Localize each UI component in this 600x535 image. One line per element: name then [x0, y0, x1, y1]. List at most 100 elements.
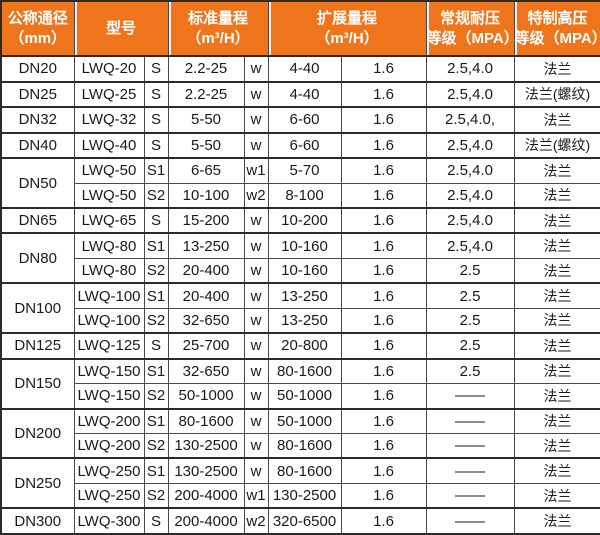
cell-model: LWQ-100 [73, 307, 145, 334]
cell-install: 法兰 [513, 182, 600, 209]
cell-dn: DN80 [0, 232, 75, 284]
cell-install: 法兰 [513, 307, 600, 334]
cell-std-range: 20-400 [167, 282, 245, 309]
cell-install: 法兰 [513, 332, 600, 360]
cell-w-grade: w [243, 55, 269, 83]
table-row: DN150 LWQ-150 S1 32-650 w 80-1600 1.6 2.… [0, 357, 600, 410]
cell-w-grade: w [243, 433, 269, 459]
cell-std-range: 80-1600 [167, 407, 245, 435]
cell-model: LWQ-100 [73, 282, 145, 309]
table-row: DN20 LWQ-20 S 2.2-25 w 4-40 1.6 2.5,4.0 … [0, 55, 600, 83]
cell-s-grade: S2 [143, 307, 169, 334]
cell-install: 法兰 [513, 407, 600, 435]
cell-s-grade: S2 [143, 383, 169, 410]
cell-s-grade: S1 [143, 282, 169, 309]
cell-pressure-regular: 1.6 [340, 80, 427, 108]
cell-ext-range: 320-6500 [267, 507, 342, 535]
cell-s-grade: S [143, 131, 169, 159]
cell-std-range: 50-1000 [167, 383, 245, 410]
table-row: DN32 LWQ-32 S 5-50 w 6-60 1.6 2.5,4.0, 法… [0, 106, 600, 134]
cell-w-grade: w [243, 457, 269, 484]
cell-ext-range: 50-1000 [267, 407, 342, 435]
cell-pressure-regular: 1.6 [340, 257, 427, 284]
cell-std-range: 13-250 [167, 232, 245, 259]
cell-pressure-regular: 1.6 [340, 433, 427, 459]
cell-pressure-high: 2.5 [425, 307, 515, 334]
cell-pressure-high: 2.5,4.0 [425, 80, 515, 108]
cell-install: 法兰 [513, 257, 600, 284]
cell-std-range: 5-50 [167, 131, 245, 159]
cell-s-grade: S2 [143, 482, 169, 509]
col-pressure-high: 特制高压 等级（MPA） [513, 1, 600, 57]
cell-pressure-high: —— [425, 482, 515, 509]
cell-w-grade: w1 [243, 157, 269, 184]
cell-pressure-regular: 1.6 [340, 157, 427, 184]
cell-s-grade: S1 [143, 357, 169, 385]
cell-model: LWQ-200 [73, 433, 145, 459]
cell-ext-range: 13-250 [267, 282, 342, 309]
cell-install: 法兰 [513, 206, 600, 234]
cell-install: 法兰 [513, 55, 600, 83]
cell-ext-range: 8-100 [267, 182, 342, 209]
table-row: DN40 LWQ-40 S 5-50 w 6-60 1.6 2.5,4.0 法兰… [0, 131, 600, 159]
cell-pressure-regular: 1.6 [340, 482, 427, 509]
table-row: LWQ-50 S2 10-100 w2 8-100 1.6 2.5,4.0 法兰 [1, 182, 600, 209]
cell-pressure-regular: 1.6 [340, 383, 427, 410]
cell-model: LWQ-32 [73, 106, 145, 134]
cell-w-grade: w [243, 282, 269, 309]
cell-pressure-high: —— [425, 457, 515, 484]
cell-std-range: 2.2-25 [167, 55, 245, 83]
cell-install: 法兰 [513, 157, 600, 184]
cell-s-grade: S [143, 507, 169, 535]
cell-s-grade: S [143, 206, 169, 234]
cell-dn: DN50 [0, 157, 75, 209]
cell-pressure-high: 2.5,4.0 [425, 55, 515, 83]
cell-ext-range: 20-800 [267, 332, 342, 360]
cell-pressure-high: 2.5 [425, 257, 515, 284]
table-row: DN50 LWQ-50 S1 6-65 w1 5-70 1.6 2.5,4.0 … [0, 157, 600, 209]
cell-std-range: 20-400 [167, 257, 245, 284]
table-row: DN80 LWQ-80 S1 13-250 w 10-160 1.6 2.5,4… [0, 232, 600, 284]
cell-pressure-regular: 1.6 [340, 332, 427, 360]
col-ext-range: 扩展量程 （m³/H） [267, 1, 427, 57]
cell-dn: DN125 [0, 332, 75, 360]
cell-dn: DN20 [0, 55, 75, 83]
cell-install: 法兰(螺纹) [513, 131, 600, 159]
cell-dn: DN25 [0, 80, 75, 108]
cell-pressure-regular: 1.6 [340, 407, 427, 435]
cell-ext-range: 4-40 [267, 80, 342, 108]
col-model: 型号 [73, 1, 169, 57]
cell-ext-range: 10-160 [267, 257, 342, 284]
cell-std-range: 200-4000 [167, 482, 245, 509]
cell-s-grade: S2 [143, 433, 169, 459]
cell-model: LWQ-20 [73, 55, 145, 83]
cell-pressure-regular: 1.6 [340, 232, 427, 259]
header-row: 公称通径 （mm） 型号 标准量程 （m³/H） 扩展量程 （m³/H） 常规耐压 等级… [1, 1, 600, 57]
cell-model: LWQ-125 [73, 332, 145, 360]
cell-dn: DN200 [0, 407, 75, 459]
cell-w-grade: w [243, 257, 269, 284]
cell-install: 法兰 [513, 482, 600, 509]
cell-model: LWQ-200 [73, 407, 145, 435]
cell-s-grade: S2 [143, 257, 169, 284]
cell-install: 法兰 [513, 282, 600, 309]
cell-pressure-high: —— [425, 433, 515, 459]
cell-w-grade: w [243, 106, 269, 134]
cell-pressure-regular: 1.6 [340, 307, 427, 334]
col-std-range: 标准量程 （m³/H） [167, 1, 269, 57]
cell-w-grade: w [243, 357, 269, 385]
cell-install: 法兰 [513, 357, 600, 385]
table-row: DN125 LWQ-125 S 25-700 w 20-800 1.6 2.5 … [0, 332, 600, 360]
cell-model: LWQ-50 [73, 182, 145, 209]
cell-pressure-high: 2.5 [425, 332, 515, 360]
cell-pressure-high: —— [425, 383, 515, 410]
cell-pressure-regular: 1.6 [340, 457, 427, 484]
cell-ext-range: 80-1600 [267, 433, 342, 459]
cell-dn: DN100 [0, 282, 75, 334]
cell-pressure-high: 2.5,4.0, [425, 106, 515, 134]
cell-dn: DN150 [0, 357, 75, 410]
table-row: DN25 LWQ-25 S 2.2-25 w 4-40 1.6 2.5,4.0 … [0, 80, 600, 108]
cell-pressure-high: 2.5 [425, 282, 515, 309]
cell-model: LWQ-40 [73, 131, 145, 159]
